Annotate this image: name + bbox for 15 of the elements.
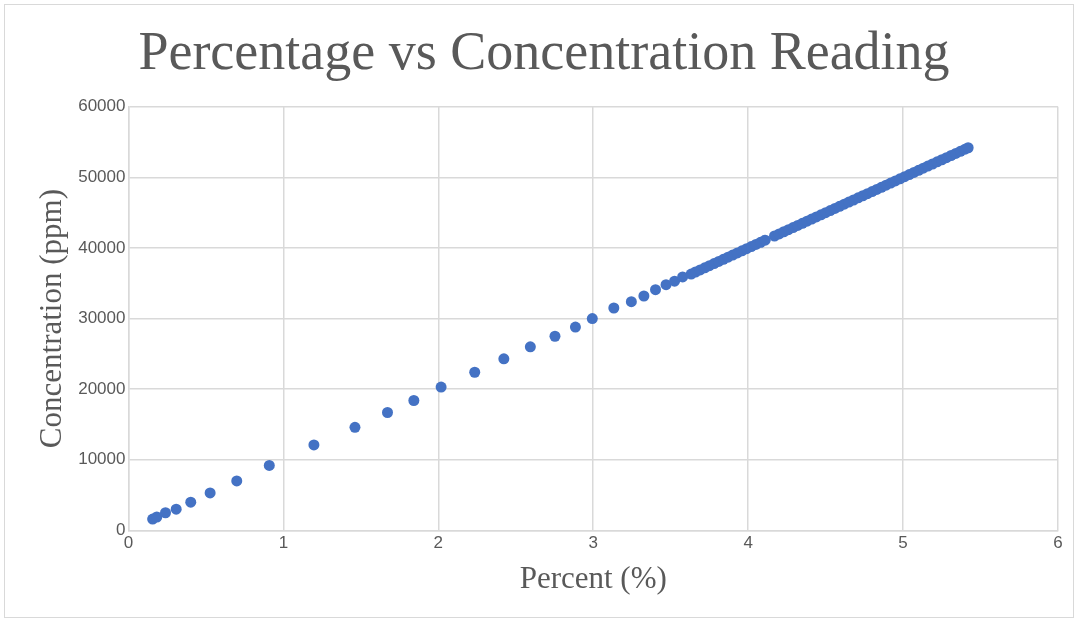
x-tick-label: 1 [278,533,289,553]
x-tick-label: 6 [1053,533,1063,553]
y-tick-label: 30000 [78,308,126,328]
y-axis-title: Concentration (ppm) [32,189,68,449]
x-axis-title: Percent (%) [519,559,667,595]
x-tick-label: 3 [588,533,598,553]
x-tick-label: 4 [743,533,753,553]
y-tick-label: 10000 [78,449,126,469]
y-tick-label: 50000 [78,167,126,187]
x-tick-label: 5 [898,533,908,553]
y-tick-label: 60000 [78,96,126,116]
y-tick-label: 40000 [78,237,126,257]
chart-title: Percentage vs Concentration Reading [138,20,950,81]
x-tick-label: 2 [433,533,444,553]
y-tick-label: 20000 [78,378,126,398]
